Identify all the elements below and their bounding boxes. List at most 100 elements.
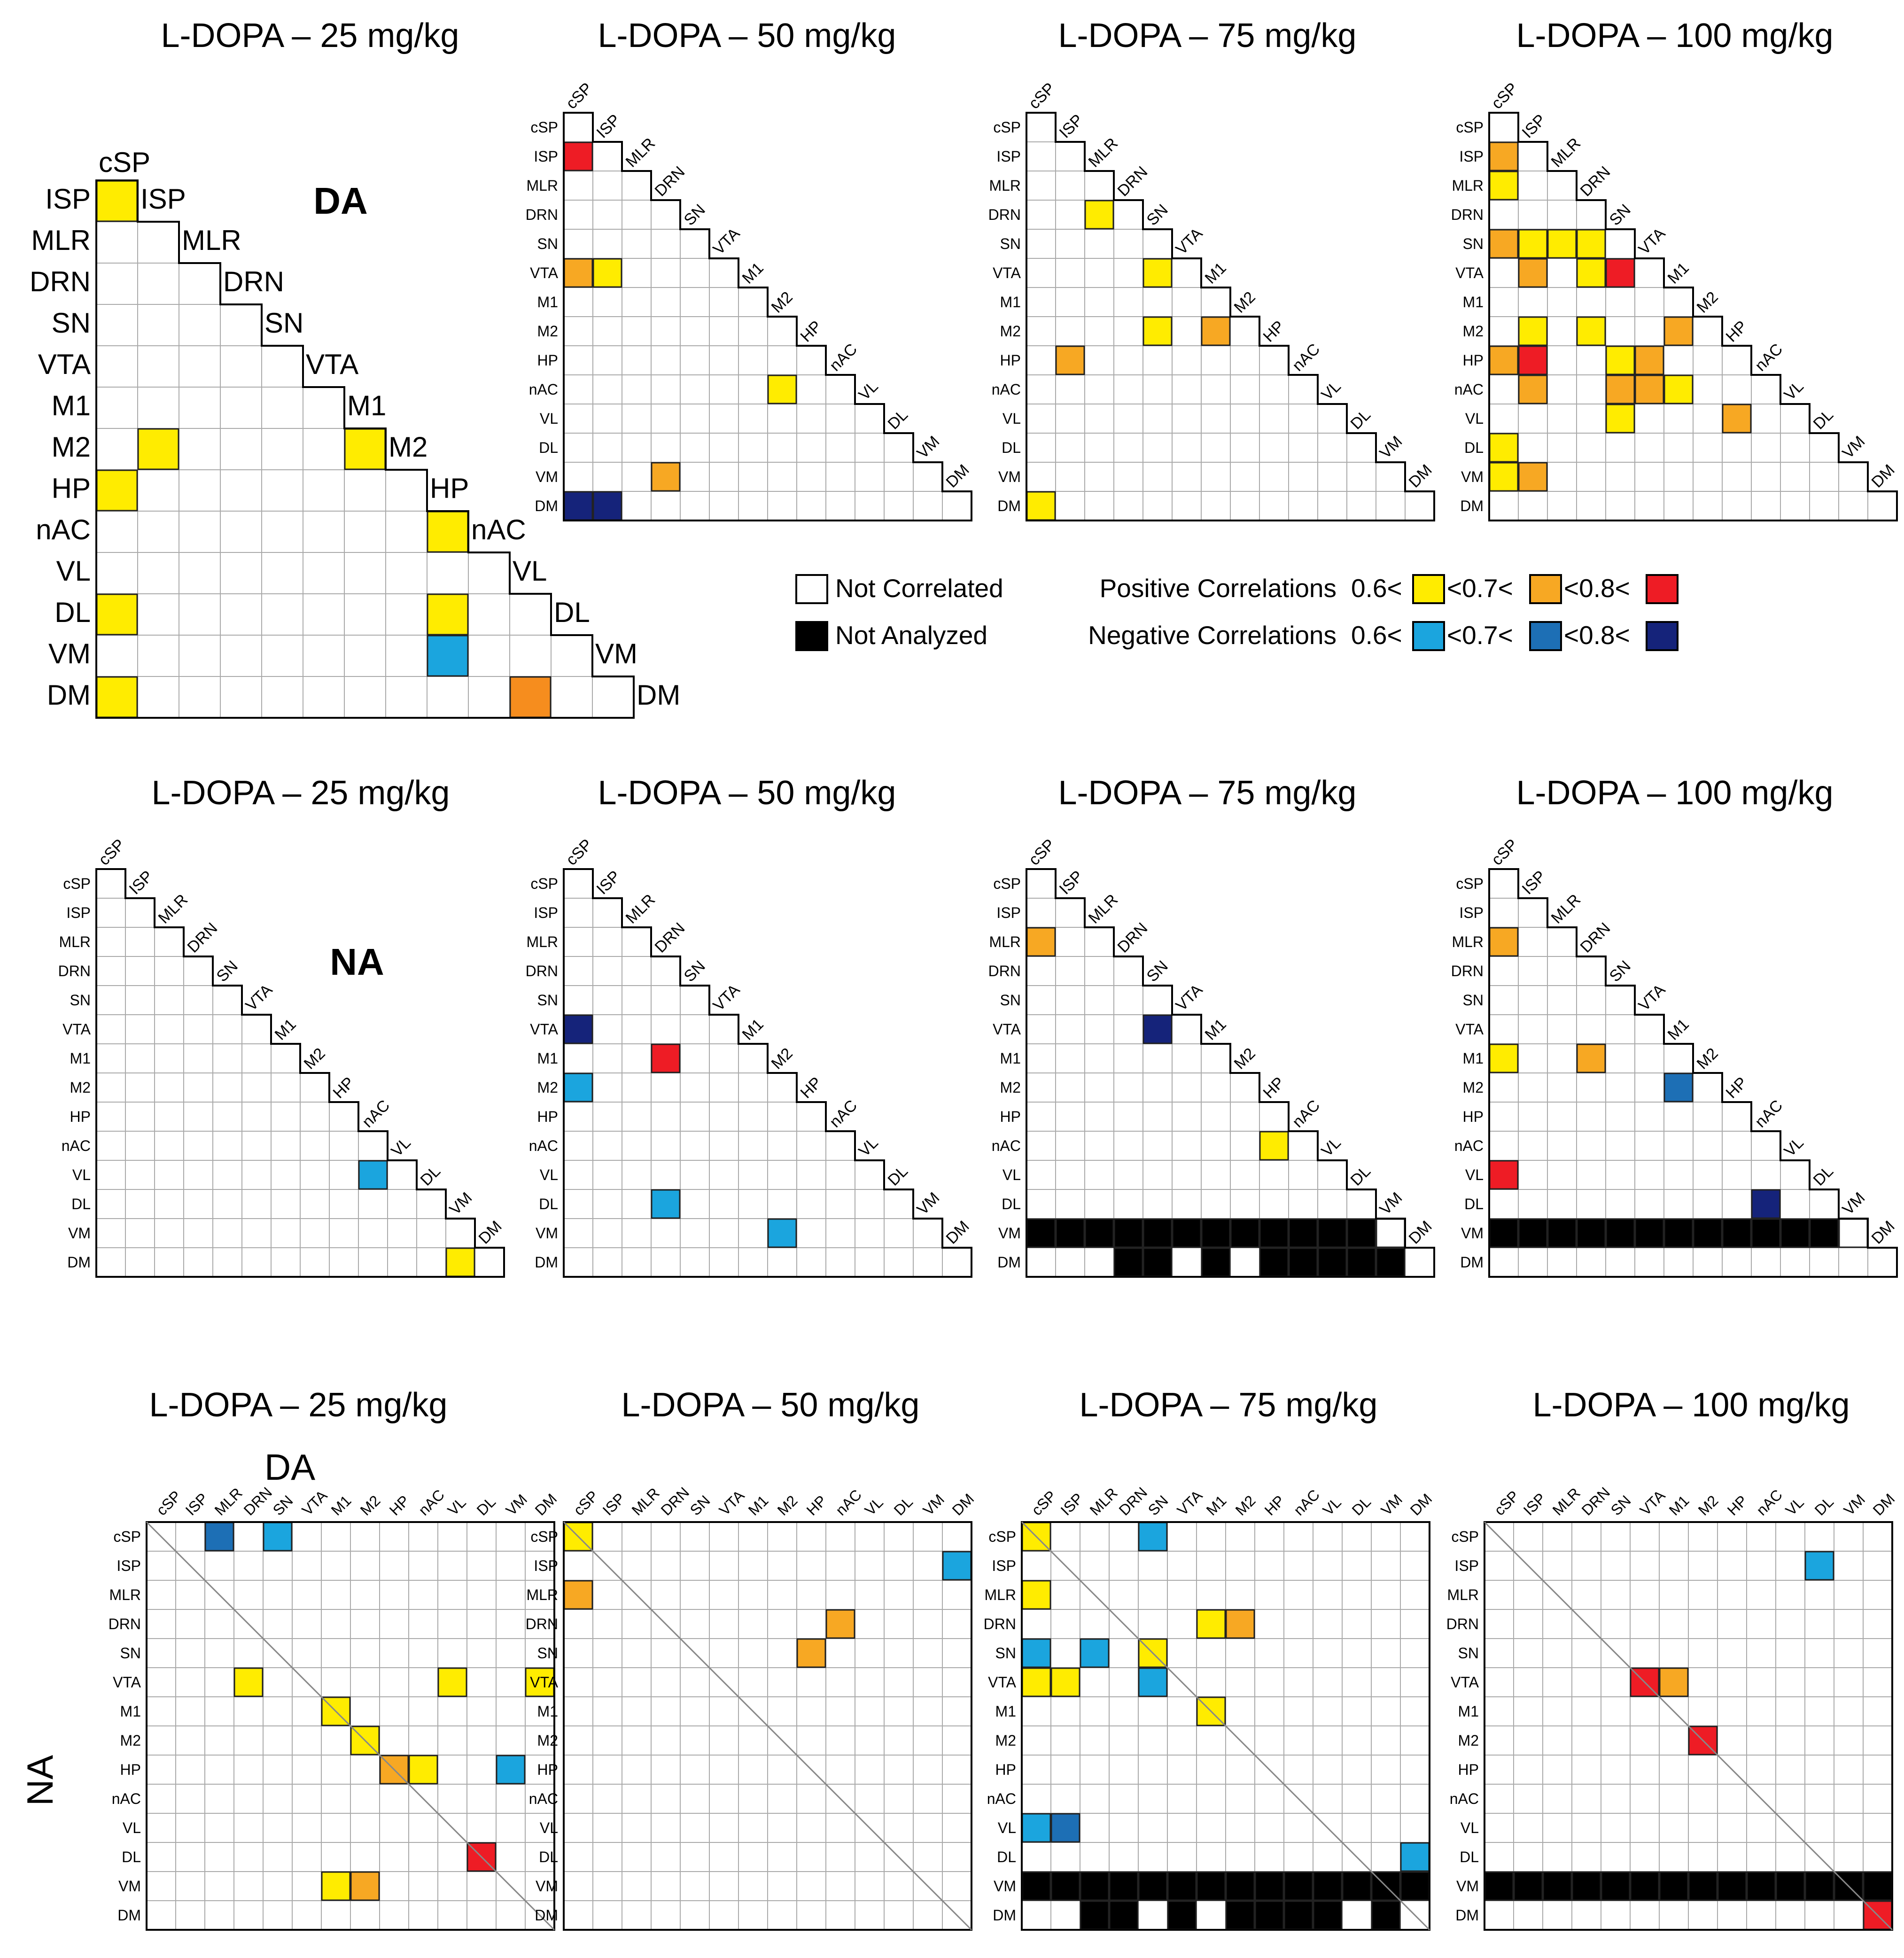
column-label: DRN bbox=[1114, 163, 1151, 200]
heatmap-cell bbox=[738, 1072, 768, 1103]
heatmap-cell-border bbox=[1172, 1218, 1202, 1248]
heatmap-cell bbox=[183, 985, 213, 1015]
heatmap-cell bbox=[1317, 1247, 1347, 1277]
heatmap-cell bbox=[622, 985, 652, 1015]
heatmap-cell bbox=[1080, 1755, 1110, 1785]
panel-title: L-DOPA – 50 mg/kg bbox=[598, 774, 896, 812]
heatmap-cell-border bbox=[1518, 229, 1548, 259]
heatmap-cell bbox=[738, 433, 768, 463]
heatmap-cell bbox=[1863, 1784, 1893, 1814]
heatmap-cell bbox=[709, 433, 739, 463]
heatmap-cell bbox=[1576, 374, 1606, 404]
heatmap-cell bbox=[1142, 1072, 1173, 1103]
heatmap-cell bbox=[175, 1609, 205, 1639]
heatmap-cell bbox=[179, 387, 221, 429]
heatmap-cell bbox=[592, 1842, 622, 1872]
column-label: M1 bbox=[328, 1492, 355, 1519]
heatmap-cell bbox=[175, 1755, 205, 1785]
heatmap-cell bbox=[1542, 1813, 1572, 1843]
column-label: VM bbox=[446, 1189, 475, 1219]
heatmap-cell bbox=[563, 316, 593, 346]
heatmap-cell bbox=[1489, 491, 1519, 521]
heatmap-cell bbox=[408, 1580, 438, 1610]
panel-title: L-DOPA – 75 mg/kg bbox=[1080, 1386, 1378, 1424]
heatmap-cell bbox=[1576, 1189, 1606, 1219]
heatmap-cell bbox=[1717, 1842, 1747, 1872]
heatmap-cell bbox=[1313, 1842, 1343, 1872]
heatmap-cell bbox=[1489, 171, 1519, 201]
heatmap-cell bbox=[271, 1247, 301, 1277]
heatmap-cell bbox=[884, 1725, 914, 1756]
heatmap-cell bbox=[1513, 1871, 1543, 1901]
row-label: VTA bbox=[993, 1021, 1021, 1038]
row-label: DL bbox=[1002, 439, 1021, 456]
heatmap-cell bbox=[1688, 1551, 1718, 1581]
heatmap-cell bbox=[496, 1755, 526, 1785]
heatmap-cell bbox=[204, 1900, 234, 1930]
heatmap-cell bbox=[796, 433, 826, 463]
heatmap-cell bbox=[427, 635, 469, 677]
heatmap-cell-border bbox=[1663, 374, 1694, 404]
heatmap-cell bbox=[1055, 171, 1085, 201]
heatmap-cell bbox=[437, 1696, 467, 1726]
column-label: VM bbox=[1839, 433, 1868, 462]
heatmap-cell bbox=[263, 1813, 293, 1843]
heatmap-cell bbox=[1484, 1696, 1514, 1726]
heatmap-cell bbox=[651, 985, 681, 1015]
heatmap-cell-border bbox=[1518, 462, 1548, 492]
heatmap-cell bbox=[408, 1609, 438, 1639]
column-label: MLR bbox=[1085, 134, 1121, 171]
row-label: HP bbox=[1463, 1108, 1484, 1125]
heatmap-cell bbox=[1313, 1609, 1343, 1639]
heatmap-cell bbox=[1142, 1247, 1173, 1277]
heatmap-cell bbox=[1080, 1522, 1110, 1552]
heatmap-outline bbox=[563, 868, 972, 1278]
heatmap-cell bbox=[1138, 1696, 1168, 1726]
heatmap-cell bbox=[1571, 1638, 1601, 1668]
heatmap-cell-border bbox=[1138, 1638, 1168, 1668]
row-label: VL bbox=[1465, 410, 1484, 427]
heatmap-cell bbox=[1109, 1900, 1139, 1930]
heatmap-cell bbox=[1167, 1522, 1197, 1552]
column-label: nAC bbox=[358, 1096, 393, 1131]
heatmap-cell bbox=[592, 1755, 622, 1785]
column-label: VM bbox=[1841, 1491, 1868, 1519]
heatmap-cell bbox=[175, 1522, 205, 1552]
heatmap-cell bbox=[1518, 1160, 1548, 1190]
heatmap-cell bbox=[1050, 1842, 1080, 1872]
heatmap-cell-border bbox=[1663, 316, 1694, 346]
heatmap-cell bbox=[884, 1638, 914, 1668]
heatmap-cell bbox=[1630, 1522, 1660, 1552]
heatmap-cell bbox=[1084, 491, 1114, 521]
heatmap-cell bbox=[1109, 1667, 1139, 1697]
heatmap-cell bbox=[292, 1725, 322, 1756]
heatmap-cell bbox=[592, 433, 622, 463]
heatmap-cell bbox=[622, 1218, 652, 1248]
heatmap-cell bbox=[1863, 1638, 1893, 1668]
row-label: cSP bbox=[1456, 875, 1484, 892]
heatmap-cell bbox=[1518, 345, 1548, 375]
row-label: VL bbox=[1465, 1166, 1484, 1183]
heatmap-cell bbox=[1021, 1696, 1051, 1726]
heatmap-cell bbox=[1084, 1160, 1114, 1190]
heatmap-cell bbox=[680, 345, 710, 375]
heatmap-cell bbox=[1254, 1609, 1284, 1639]
heatmap-cell bbox=[1576, 1247, 1606, 1277]
heatmap-cell bbox=[321, 1667, 351, 1697]
heatmap-cell bbox=[913, 1784, 943, 1814]
heatmap-cell bbox=[1489, 956, 1519, 986]
row-label: ISP bbox=[1459, 904, 1484, 921]
heatmap-cell bbox=[855, 1696, 885, 1726]
panel-title: L-DOPA – 75 mg/kg bbox=[1058, 17, 1357, 54]
column-label: ISP bbox=[182, 1490, 211, 1519]
heatmap-cell bbox=[1196, 1813, 1226, 1843]
row-label: ISP bbox=[117, 1557, 141, 1574]
heatmap-cell bbox=[212, 1247, 242, 1277]
heatmap-cell bbox=[1630, 1609, 1660, 1639]
heatmap-cell bbox=[767, 433, 797, 463]
column-label: HP bbox=[430, 473, 469, 504]
heatmap-cell bbox=[468, 552, 510, 594]
column-label: VL bbox=[513, 555, 547, 587]
heatmap-cell bbox=[1346, 491, 1376, 521]
column-label: HP bbox=[1259, 1073, 1288, 1102]
